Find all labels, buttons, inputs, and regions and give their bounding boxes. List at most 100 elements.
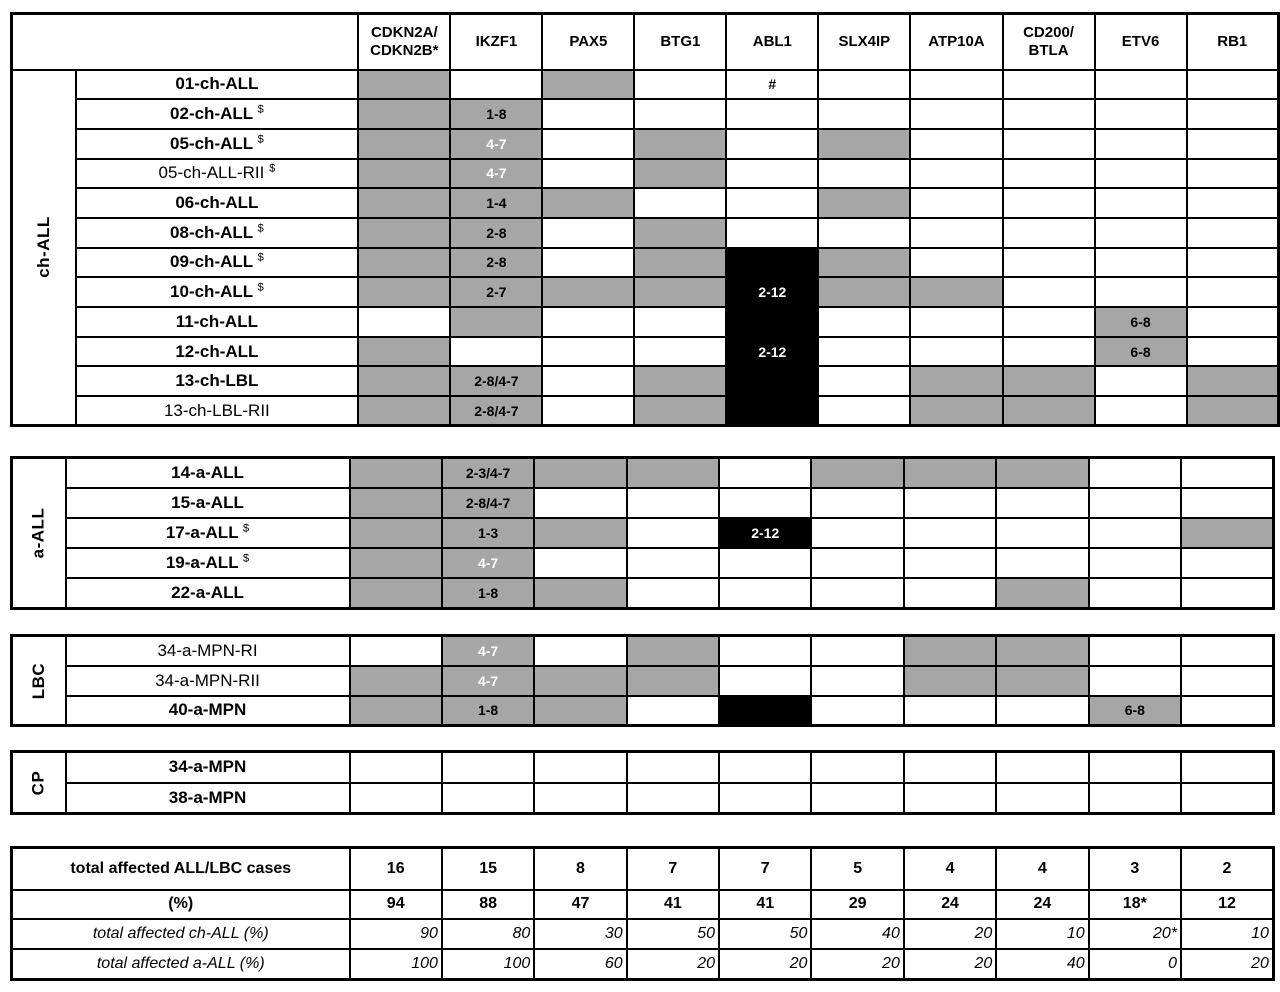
totals-value: 60 xyxy=(533,947,628,981)
matrix-cell xyxy=(1185,216,1280,249)
matrix-cell xyxy=(725,127,820,160)
column-header: CDKN2A/ CDKN2B* xyxy=(357,12,452,71)
sample-row: 05-ch-ALL-RII $4-7 xyxy=(12,157,1280,190)
sample-id: 05-ch-ALL-RII xyxy=(158,163,265,183)
sample-id: 15-a-ALL xyxy=(171,492,244,512)
sample-id: 34-a-MPN xyxy=(168,757,247,777)
matrix-cell xyxy=(995,486,1090,519)
row-label-cell: 08-ch-ALL $ xyxy=(74,216,360,249)
matrix-cell xyxy=(633,187,728,219)
matrix-cell xyxy=(348,781,443,815)
matrix-cell xyxy=(633,157,728,190)
matrix-cell xyxy=(817,395,912,427)
matrix-cell xyxy=(1087,547,1183,580)
matrix-cell xyxy=(909,246,1004,279)
matrix-cell xyxy=(902,634,998,667)
matrix-cell xyxy=(995,456,1090,489)
row-label-cell: 05-ch-ALL-RII $ xyxy=(74,157,360,190)
matrix-cell xyxy=(633,246,728,279)
matrix-cell xyxy=(995,516,1090,550)
sample-row: 13-ch-LBL-RII 2-8/4-7 xyxy=(12,395,1280,427)
row-label-cell: 15-a-ALL xyxy=(64,486,351,519)
matrix-cell xyxy=(1185,127,1280,160)
matrix-cell xyxy=(1185,365,1280,398)
sample-row: 15-a-ALL 2-8/4-7 xyxy=(12,486,1275,519)
matrix-cell xyxy=(625,634,721,667)
matrix-cell xyxy=(995,694,1090,727)
sample-id: 10-ch-ALL xyxy=(170,282,253,302)
matrix-cell xyxy=(1001,365,1096,398)
sample-id: 13-ch-LBL xyxy=(175,371,259,391)
sample-id: 22-a-ALL xyxy=(171,583,244,603)
sample-row: a-ALL 14-a-ALL 2-3/4-7 xyxy=(10,456,1275,610)
totals-value: 40 xyxy=(810,917,905,950)
sample-id: 14-a-ALL xyxy=(171,462,244,482)
totals-value: 100 xyxy=(348,947,443,981)
matrix-cell xyxy=(1087,664,1183,697)
matrix-cell xyxy=(348,634,443,667)
row-label-cell: 34-a-MPN-RI xyxy=(64,634,351,667)
sample-id: 09-ch-ALL xyxy=(170,252,253,272)
matrix-cell xyxy=(357,98,452,130)
matrix-cell xyxy=(625,577,721,610)
matrix-cell xyxy=(348,516,443,550)
matrix-cell xyxy=(909,127,1004,160)
matrix-cell xyxy=(995,750,1090,784)
group-label: ch-ALL xyxy=(33,216,53,279)
matrix-cell xyxy=(902,456,998,489)
totals-row-label: total affected a-ALL (%) xyxy=(10,947,351,981)
matrix-cell xyxy=(625,547,721,580)
matrix-cell: 2-12 xyxy=(725,335,820,368)
matrix-cell xyxy=(533,577,628,610)
matrix-cell xyxy=(533,516,628,550)
matrix-cell xyxy=(817,335,912,368)
totals-value: 15 xyxy=(440,846,536,891)
totals-table: total affected ALL/LBC cases 16 15 8 7 7 5 4 4 3 2… xyxy=(10,846,1275,981)
matrix-cell xyxy=(718,456,813,489)
matrix-cell xyxy=(357,127,452,160)
dollar-superscript: $ xyxy=(257,222,264,235)
matrix-cell xyxy=(909,276,1004,308)
matrix-cell xyxy=(533,694,628,727)
totals-value: 41 xyxy=(625,888,721,920)
matrix-cell xyxy=(625,456,721,489)
matrix-cell xyxy=(909,216,1004,249)
matrix-cell xyxy=(1087,781,1183,815)
column-header: CD200/ BTLA xyxy=(1001,12,1096,71)
matrix-cell xyxy=(909,98,1004,130)
row-label-cell: 34-a-MPN xyxy=(64,750,351,784)
matrix-cell xyxy=(541,335,636,368)
matrix-cell xyxy=(1185,395,1280,427)
matrix-cell xyxy=(810,664,905,697)
group-label-cell: a-ALL xyxy=(10,456,67,610)
totals-value: 5 xyxy=(810,846,905,891)
row-label-cell: 10-ch-ALL $ xyxy=(74,276,360,308)
sample-id: 38-a-MPN xyxy=(168,787,247,807)
matrix-cell xyxy=(902,781,998,815)
column-header: ATP10A xyxy=(909,12,1004,71)
matrix-cell: 6-8 xyxy=(1093,306,1188,338)
matrix-cell: 4-7 xyxy=(449,127,544,160)
totals-value: 100 xyxy=(440,947,536,981)
sample-row: CP 34-a-MPN xyxy=(10,750,1275,815)
group-label: CP xyxy=(28,770,48,795)
matrix-cell xyxy=(902,694,998,727)
row-label-cell: 13-ch-LBL-RII xyxy=(74,395,360,427)
matrix-cell: 1-8 xyxy=(449,98,544,130)
matrix-cell xyxy=(909,68,1004,101)
dollar-superscript: $ xyxy=(243,552,250,565)
matrix-cell xyxy=(909,365,1004,398)
totals-value: 24 xyxy=(902,888,998,920)
matrix-cell xyxy=(902,750,998,784)
matrix-cell: 1-8 xyxy=(440,694,536,727)
matrix-cell xyxy=(725,187,820,219)
matrix-cell xyxy=(718,750,813,784)
matrix-cell xyxy=(1093,187,1188,219)
matrix-cell xyxy=(1087,456,1183,489)
matrix-cell xyxy=(909,335,1004,368)
matrix-cell xyxy=(1001,246,1096,279)
sample-row: 19-a-ALL $4-7 xyxy=(12,547,1275,580)
matrix-cell xyxy=(725,365,820,398)
matrix-cell xyxy=(348,577,443,610)
totals-value: 0 xyxy=(1087,947,1183,981)
